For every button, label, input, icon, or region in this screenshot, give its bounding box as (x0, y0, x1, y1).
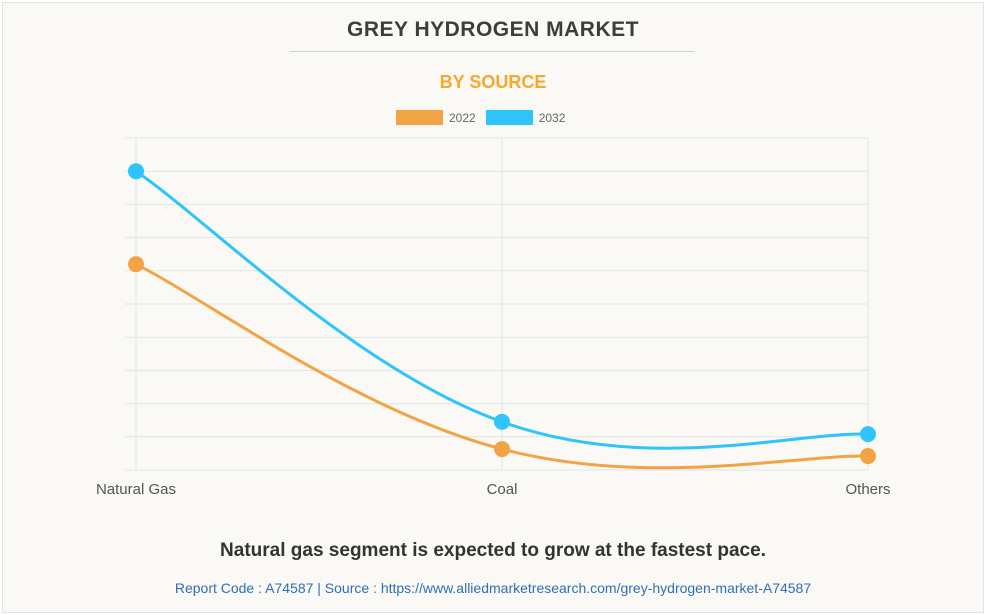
x-tick-label: Natural Gas (96, 481, 176, 498)
legend-label-2022[interactable]: 2022 (449, 110, 476, 125)
legend-swatch-2032[interactable] (485, 110, 533, 125)
x-tick-label: Others (845, 481, 890, 498)
legend-swatch-2022[interactable] (396, 110, 443, 125)
legend: 2022 2032 (396, 110, 575, 125)
title-divider (290, 51, 694, 52)
source-footer[interactable]: Report Code : A74587 | Source : https://… (174, 580, 812, 596)
data-point-2032 (128, 163, 144, 180)
data-point-2022 (860, 448, 876, 465)
x-tick-label: Coal (487, 481, 518, 498)
chart-subtitle: BY SOURCE (439, 72, 547, 92)
data-point-2022 (128, 256, 144, 273)
data-point-2032 (860, 426, 876, 443)
chart-title: GREY HYDROGEN MARKET (347, 18, 639, 41)
data-point-2032 (494, 413, 510, 430)
chart-caption: Natural gas segment is expected to grow … (220, 540, 766, 561)
data-point-2022 (494, 441, 510, 458)
legend-label-2032[interactable]: 2032 (538, 110, 566, 125)
